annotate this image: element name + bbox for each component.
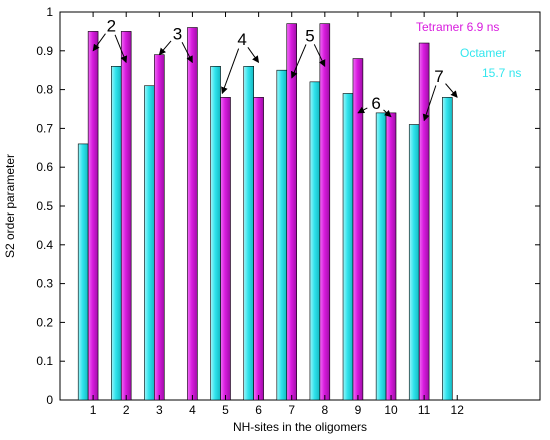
site-annotation-4: 4 [237,30,246,49]
legend: Tetramer 6.9 ns Octamer 15.7 ns [416,20,521,80]
tetramer-bar-3 [154,54,165,401]
tetramer-bar-8 [319,23,331,401]
x-tick-label: 12 [451,403,465,417]
x-tick-label: 5 [222,403,229,417]
y-tick-label: 0.5 [36,199,53,213]
annotation-arrow [92,33,106,52]
annotation-arrow [158,40,172,56]
x-tick-label: 8 [321,403,328,417]
annotation-arrow [247,47,260,64]
y-tick-label: 0.4 [36,238,53,252]
tetramer-bar-10 [385,112,397,401]
octamer-bar-10 [375,112,387,401]
site-annotation-3: 3 [173,24,182,43]
annotation-arrow [114,34,128,64]
annotation-arrow [383,109,392,118]
tetramer-bar-9 [352,58,364,401]
tetramer-bar-11 [418,42,430,401]
octamer-bar-8 [309,81,321,401]
x-ticks: 1 2 3 4 5 6 7 8 9 10 11 12 [90,12,464,417]
y-tick-label: 0.1 [36,354,53,368]
x-tick-label: 3 [156,403,163,417]
octamer-bar-5 [210,66,221,401]
octamer-bar-2 [111,66,122,401]
x-tick-label: 4 [189,403,196,417]
y-tick-label: 0.8 [36,83,53,97]
octamer-bar-9 [342,93,354,401]
y-tick-label: 1 [46,5,53,19]
octamer-bar-3 [144,85,155,401]
x-tick-label: 11 [418,403,431,417]
plot-area [59,11,541,401]
tetramer-bar-2 [120,31,132,401]
octamer-bar-7 [276,69,288,401]
y-tick-label: 0.3 [36,277,53,291]
x-tick-label: 6 [255,403,262,417]
tetramer-bar-7 [286,23,297,401]
annotation-arrow [221,48,240,95]
octamer-bar-12 [442,97,453,401]
site-annotation-2: 2 [107,17,116,36]
annotation-arrow [357,106,368,114]
x-tick-label: 2 [123,403,130,417]
annotation-arrow [181,42,193,64]
annotation-arrow [445,83,458,98]
octamer-bar-1 [77,143,89,401]
octamer-bar-11 [408,124,420,401]
legend-octamer-line-2: 15.7 ns [482,66,521,80]
y-axis-label: S2 order parameter [3,154,17,258]
annotation-arrow [313,44,326,67]
tetramer-bar-4 [187,27,198,401]
y-tick-label: 0.9 [36,44,53,58]
annotation-arrow [422,85,437,122]
annotation-arrow [290,44,307,79]
x-tick-label: 1 [90,403,97,417]
tetramer-bar-1 [87,31,99,401]
site-annotation-7: 7 [434,67,443,86]
x-tick-label: 9 [355,403,362,417]
y-tick-label: 0.7 [36,121,53,135]
tetramer-bar-5 [220,97,231,401]
y-tick-label: 0.2 [36,315,53,329]
octamer-bar-6 [243,66,254,401]
y-tick-label: 0 [46,393,53,407]
site-annotation-5: 5 [305,26,314,45]
y-ticks: 0 0.1 0.2 0.3 0.4 0.5 0.6 0.7 0.8 0.9 1 [36,5,540,407]
site-annotation-6: 6 [371,94,380,113]
x-tick-label: 7 [288,403,295,417]
x-tick-label: 10 [384,403,398,417]
x-axis-label: NH-sites in the oligomers [233,420,367,434]
annotations-layer: 2 3 4 5 6 7 [92,17,458,122]
y-tick-label: 0.6 [36,160,53,174]
legend-tetramer: Tetramer 6.9 ns [416,20,499,34]
legend-octamer-line-1: Octamer [460,46,506,60]
tetramer-bar-6 [253,97,264,401]
